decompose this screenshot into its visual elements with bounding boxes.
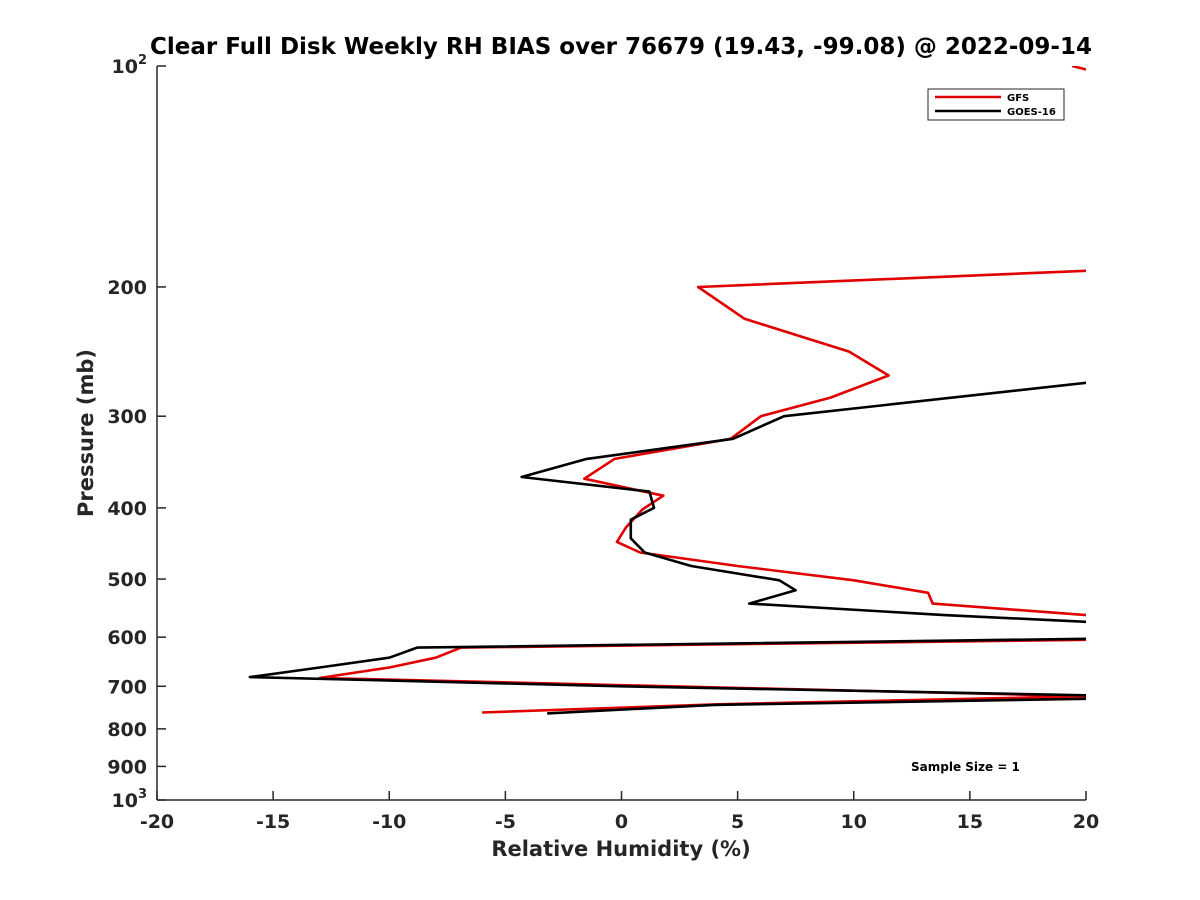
- legend-label-gfs: GFS: [1007, 93, 1029, 104]
- x-tick-label: 10: [841, 811, 867, 833]
- y-tick-label: 300: [107, 406, 147, 428]
- legend: GFS GOES-16: [927, 88, 1065, 121]
- y-decade-label: 103: [112, 787, 148, 812]
- x-ticks: -20 -15 -10 -5 0 5 10 15 20: [140, 791, 1099, 833]
- y-tick-label: 400: [107, 498, 147, 520]
- y-tick-label: 700: [107, 676, 147, 698]
- x-tick-label: -15: [256, 811, 290, 833]
- y-tick-label: 200: [107, 277, 147, 299]
- x-tick-label: 0: [615, 811, 628, 833]
- sample-size-annotation: Sample Size = 1: [911, 760, 1020, 774]
- x-tick-label: 20: [1073, 811, 1099, 833]
- y-axis-label: Pressure (mb): [74, 349, 98, 517]
- x-tick-label: -20: [140, 811, 174, 833]
- y-tick-label: 600: [107, 627, 147, 649]
- y-tick-label: 800: [107, 719, 147, 741]
- series-layer: [248, 66, 1086, 715]
- legend-label-goes16: GOES-16: [1007, 107, 1056, 118]
- y-tick-label: 500: [107, 569, 147, 591]
- x-tick-label: 15: [957, 811, 983, 833]
- y-tick-label: 900: [107, 756, 147, 778]
- x-tick-label: -10: [372, 811, 406, 833]
- x-tick-label: 5: [731, 811, 744, 833]
- x-axis-label: Relative Humidity (%): [491, 837, 750, 861]
- legend-box: [927, 88, 1065, 121]
- y-decade-label: 102: [112, 53, 148, 78]
- series-line-goes16: [248, 381, 1086, 715]
- series-line-gfs: [318, 66, 1086, 714]
- x-tick-label: -5: [495, 811, 516, 833]
- chart-title: Clear Full Disk Weekly RH BIAS over 7667…: [150, 34, 1092, 60]
- y-ticks: 200 300 400 500 600 700 800 900 102 103: [107, 53, 166, 812]
